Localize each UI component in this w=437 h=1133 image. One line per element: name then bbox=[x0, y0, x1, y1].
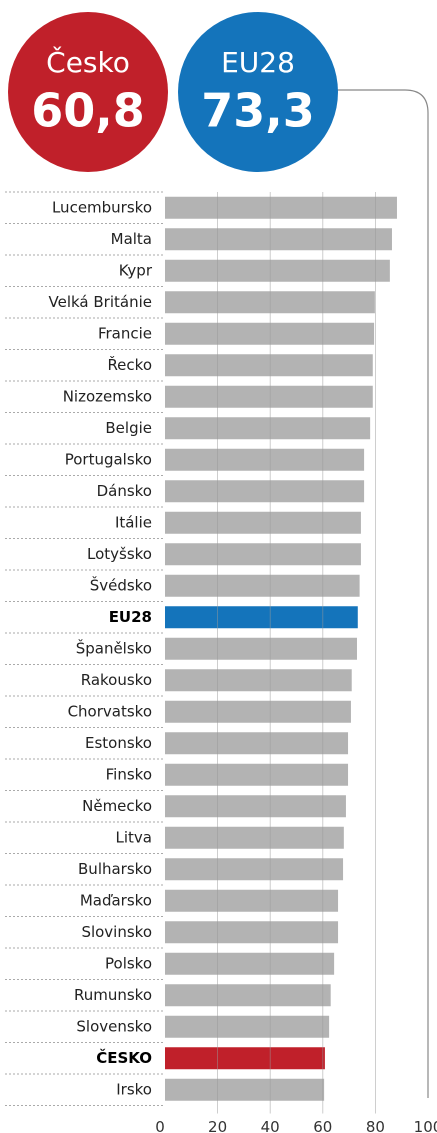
bar bbox=[165, 732, 349, 755]
category-label: Španělsko bbox=[76, 638, 152, 657]
x-tick-label: 60 bbox=[313, 1118, 332, 1133]
bar bbox=[165, 385, 373, 408]
bar bbox=[165, 417, 371, 440]
bracket bbox=[300, 89, 429, 1098]
bar bbox=[165, 480, 365, 503]
category-label: Německo bbox=[82, 797, 152, 815]
bar bbox=[165, 322, 375, 345]
bar bbox=[165, 637, 357, 660]
category-label: Rakousko bbox=[81, 671, 152, 689]
x-tick-label: 20 bbox=[208, 1118, 227, 1133]
category-label: Polsko bbox=[105, 954, 152, 972]
category-label: Lotyšsko bbox=[87, 545, 152, 563]
bar bbox=[165, 858, 344, 881]
bar bbox=[165, 669, 352, 692]
x-tick-label: 80 bbox=[366, 1118, 385, 1133]
category-label: Chorvatsko bbox=[68, 702, 152, 720]
category-label: Rumunsko bbox=[74, 986, 152, 1004]
badge-value: 73,3 bbox=[201, 84, 315, 138]
bar bbox=[165, 448, 365, 471]
category-label: Velká Británie bbox=[49, 293, 152, 311]
category-label: Maďarsko bbox=[80, 891, 152, 909]
category-label: Irsko bbox=[116, 1080, 152, 1098]
bar bbox=[165, 1015, 330, 1038]
category-label: Kypr bbox=[119, 261, 153, 279]
category-label: ČESKO bbox=[96, 1048, 152, 1067]
bar bbox=[165, 511, 361, 534]
bar bbox=[165, 984, 331, 1007]
category-label: Litva bbox=[116, 828, 152, 846]
badge-name: Česko bbox=[46, 45, 130, 79]
bar bbox=[165, 228, 392, 251]
category-label: Nizozemsko bbox=[63, 387, 152, 405]
bar bbox=[165, 574, 360, 597]
x-tick-label: 40 bbox=[261, 1118, 280, 1133]
category-label: Švédsko bbox=[90, 575, 152, 594]
x-tick-label: 0 bbox=[155, 1118, 165, 1133]
category-label: Slovinsko bbox=[81, 923, 152, 941]
category-label: Belgie bbox=[105, 419, 152, 437]
bar bbox=[165, 1047, 325, 1070]
category-label: Dánsko bbox=[97, 482, 152, 500]
category-label: Francie bbox=[98, 324, 152, 342]
bar bbox=[165, 354, 373, 377]
x-tick-label: 100 bbox=[414, 1118, 437, 1133]
category-label: Řecko bbox=[107, 355, 152, 374]
bar bbox=[165, 196, 397, 219]
category-label: Bulharsko bbox=[78, 860, 152, 878]
category-label: Lucembursko bbox=[52, 198, 152, 216]
badge-name: EU28 bbox=[221, 46, 295, 79]
bar bbox=[165, 889, 339, 912]
bar bbox=[165, 259, 390, 282]
category-label: Slovensko bbox=[76, 1017, 152, 1035]
bar bbox=[165, 826, 344, 849]
badge bbox=[8, 12, 168, 172]
category-label: Itálie bbox=[115, 513, 152, 531]
bar bbox=[165, 1078, 325, 1101]
category-label: Estonsko bbox=[85, 734, 152, 752]
bar bbox=[165, 795, 346, 818]
badge bbox=[178, 12, 338, 172]
category-label: Malta bbox=[111, 230, 152, 248]
bar bbox=[165, 763, 349, 786]
category-label: EU28 bbox=[109, 608, 152, 626]
bar bbox=[165, 952, 335, 975]
bar bbox=[165, 700, 351, 723]
category-label: Portugalsko bbox=[65, 450, 152, 468]
category-label: Finsko bbox=[106, 765, 152, 783]
bar bbox=[165, 543, 361, 566]
badge-value: 60,8 bbox=[31, 84, 145, 138]
bar bbox=[165, 606, 358, 629]
bar bbox=[165, 921, 339, 944]
